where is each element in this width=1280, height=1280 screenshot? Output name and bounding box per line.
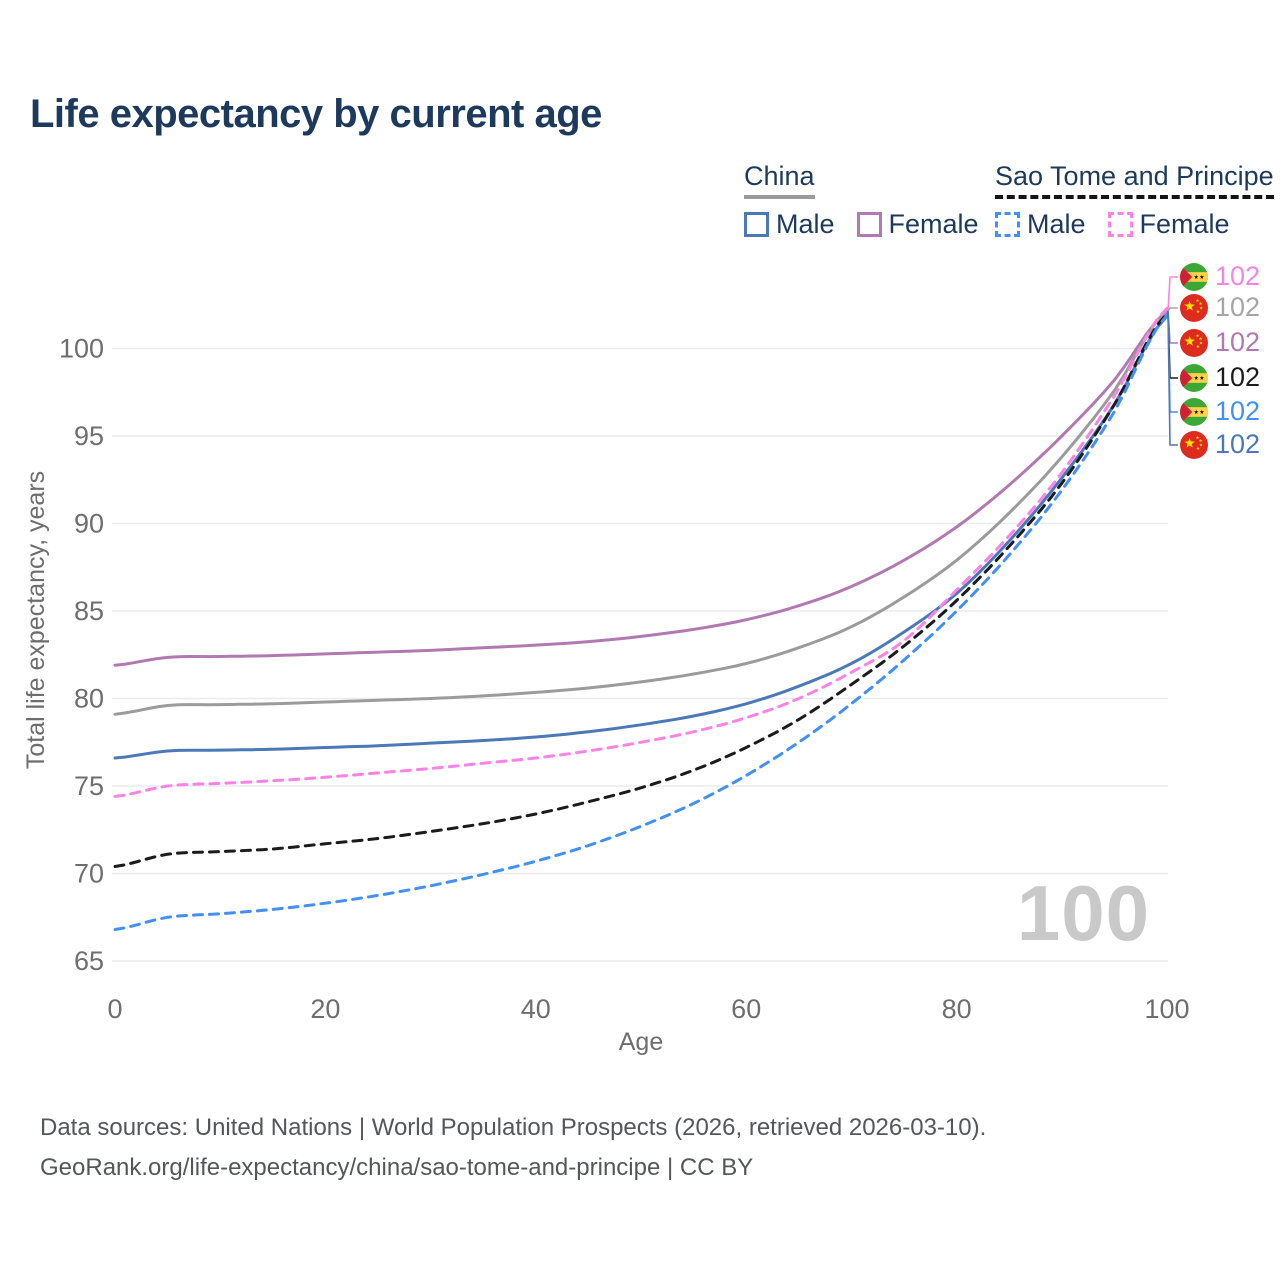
y-axis-title: Total life expectancy, years (22, 471, 50, 769)
legend-label-china-female: Female (888, 209, 979, 239)
y-tick-label-95: 95 (74, 421, 104, 451)
page-title: Life expectancy by current age (30, 92, 602, 136)
x-tick-label-40: 40 (521, 994, 551, 1024)
legend-label-sao-tome-male: Male (1027, 209, 1086, 239)
legend-item-sao-tome-male[interactable]: Male (995, 209, 1086, 240)
legend-items-sao-tome: Male Female (995, 209, 1274, 240)
legend-group-sao-tome: Sao Tome and Principe Male Female (995, 161, 1274, 240)
series-line-sao-tome-and-principe-both-sexes[interactable] (113, 312, 1169, 868)
series-line-china-female[interactable] (113, 310, 1169, 667)
legend-header-sao-tome: Sao Tome and Principe (995, 161, 1274, 199)
series-line-china-male[interactable] (113, 314, 1169, 760)
x-tick-label-100: 100 (1144, 994, 1189, 1024)
legend-group-china: China Male Female (744, 161, 1001, 240)
y-tick-label-70: 70 (74, 859, 104, 889)
x-tick-label-60: 60 (731, 994, 761, 1024)
age-counter-watermark: 100 (1016, 869, 1150, 957)
footer-data-sources: Data sources: United Nations | World Pop… (40, 1114, 987, 1141)
x-tick-label-0: 0 (107, 994, 122, 1024)
leader-line-china-both (1167, 307, 1178, 312)
y-tick-label-75: 75 (74, 771, 104, 801)
leader-line-china-male (1167, 310, 1178, 446)
legend-label-sao-tome-female: Female (1139, 209, 1230, 239)
leader-line-stp-female (1167, 276, 1178, 312)
y-tick-label-65: 65 (74, 946, 104, 976)
legend-item-china-female[interactable]: Female (856, 209, 979, 240)
legend-header-china: China (744, 161, 815, 199)
sao-tome-female-swatch-icon (1107, 212, 1133, 237)
footer: Data sources: United Nations | World Pop… (40, 1108, 986, 1188)
x-axis-title: Age (619, 1028, 663, 1056)
series-line-sao-tome-and-principe-female[interactable] (113, 306, 1169, 798)
y-tick-label-90: 90 (74, 509, 104, 539)
legend-items-china: Male Female (744, 209, 1001, 240)
legend-label-china-male: Male (776, 209, 835, 239)
y-tick-label-85: 85 (74, 596, 104, 626)
y-tick-label-100: 100 (59, 334, 104, 364)
series-line-china-both-sexes[interactable] (113, 308, 1169, 716)
legend-item-sao-tome-female[interactable]: Female (1107, 209, 1230, 240)
x-tick-label-20: 20 (310, 994, 340, 1024)
sao-tome-male-swatch-icon (995, 212, 1020, 237)
china-female-swatch-icon (856, 212, 882, 237)
series-line-sao-tome-and-principe-male[interactable] (113, 313, 1169, 931)
china-male-swatch-icon (744, 212, 769, 237)
y-tick-label-80: 80 (74, 684, 104, 714)
footer-attribution: GeoRank.org/life-expectancy/china/sao-to… (40, 1154, 754, 1181)
x-tick-label-80: 80 (942, 994, 972, 1024)
legend-item-china-male[interactable]: Male (744, 209, 835, 240)
